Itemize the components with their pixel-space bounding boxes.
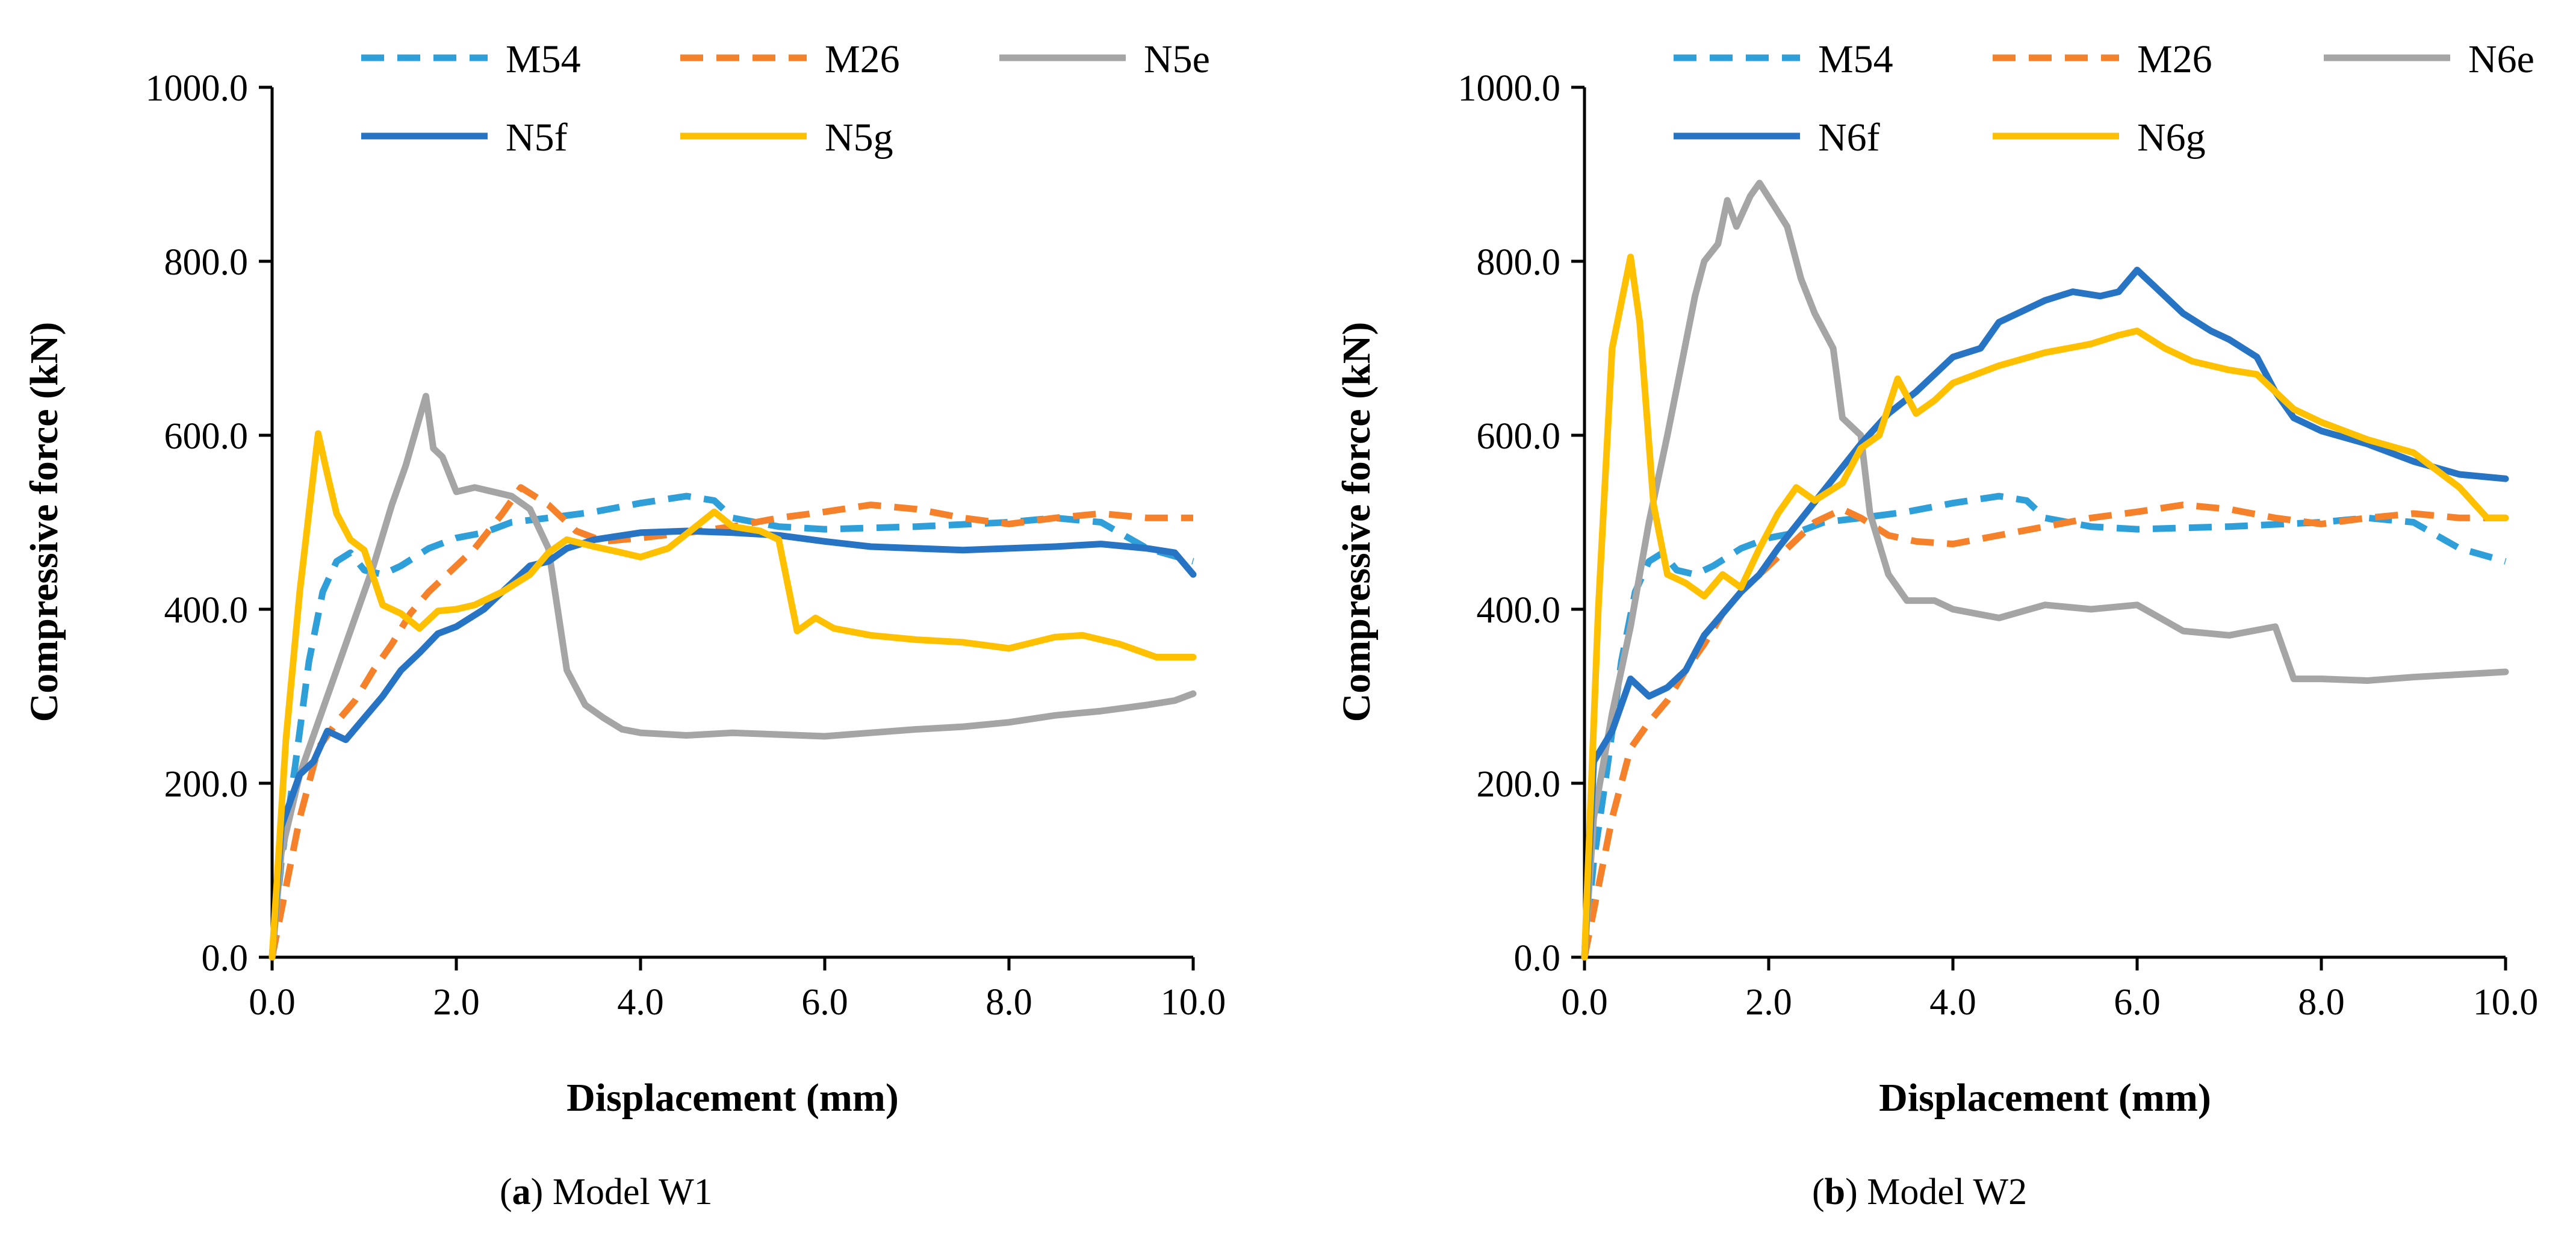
series-line-m26 xyxy=(268,484,1193,958)
series-line-n6g xyxy=(1581,253,2509,961)
x-axis-title: Displacement (mm) xyxy=(566,1076,899,1120)
y-tick-label: 200.0 xyxy=(164,764,249,805)
y-tick-label: 800.0 xyxy=(1477,242,1561,283)
x-tick-label: 6.0 xyxy=(801,982,848,1023)
series-line-n6e xyxy=(1581,179,2509,961)
caption-close-paren: ) xyxy=(531,1172,553,1212)
x-tick-label: 0.0 xyxy=(249,982,296,1023)
y-tick-label: 0.0 xyxy=(202,938,249,979)
legend-label-n5f: N5f xyxy=(506,116,568,160)
y-tick-label: 600.0 xyxy=(164,416,249,457)
panel-caption: (a) Model W1 xyxy=(500,1172,713,1212)
caption-letter: b xyxy=(1825,1172,1845,1212)
x-tick-label: 10.0 xyxy=(2473,982,2539,1023)
caption-open-paren: ( xyxy=(500,1172,512,1212)
series-line-n5g xyxy=(268,430,1197,961)
chart-panel-model-w2: 0.0 200.0 400.0 600.0 800.0 1000.0 0.0 2.0 4.0 6.… xyxy=(1335,37,2538,1212)
legend-label-m54: M54 xyxy=(1818,37,1893,81)
caption-text: Model W2 xyxy=(1867,1172,2027,1212)
x-tick-label: 6.0 xyxy=(2114,982,2161,1023)
series-line-n5f xyxy=(268,527,1197,961)
y-tick-label: 400.0 xyxy=(164,590,249,631)
x-tick-label: 8.0 xyxy=(985,982,1032,1023)
x-tick-label: 4.0 xyxy=(617,982,664,1023)
caption-text: Model W1 xyxy=(553,1172,713,1212)
x-tick-label: 10.0 xyxy=(1161,982,1226,1023)
x-axis-title: Displacement (mm) xyxy=(1879,1076,2211,1120)
legend-label-m54: M54 xyxy=(506,37,581,81)
y-axis-title: Compressive force (kN) xyxy=(22,322,66,722)
series-line-m54 xyxy=(1581,492,2507,958)
panel-caption: (b) Model W2 xyxy=(1812,1172,2027,1212)
legend-label-n6e: N6e xyxy=(2468,37,2534,81)
y-tick-label: 0.0 xyxy=(1514,938,1561,979)
x-tick-label: 4.0 xyxy=(1929,982,1976,1023)
caption-open-paren: ( xyxy=(1812,1172,1825,1212)
x-tick-label: 2.0 xyxy=(1745,982,1792,1023)
series-line-m54 xyxy=(268,492,1194,958)
y-tick-label: 1000.0 xyxy=(1458,68,1561,109)
legend-label-n5e: N5e xyxy=(1144,37,1210,81)
x-tick-label: 0.0 xyxy=(1561,982,1608,1023)
y-tick-label: 400.0 xyxy=(1477,590,1561,631)
y-tick-label: 800.0 xyxy=(164,242,249,283)
legend-label-n6f: N6f xyxy=(1818,116,1880,160)
y-axis-title: Compressive force (kN) xyxy=(1335,322,1379,722)
x-tick-label: 2.0 xyxy=(433,982,480,1023)
series-line-m26 xyxy=(1581,501,2506,958)
chart-panel-model-w1: 0.0 200.0 400.0 600.0 800.0 1000.0 0.0 2.0 4.0 6.… xyxy=(22,37,1226,1212)
caption-close-paren: ) xyxy=(1845,1172,1867,1212)
caption-letter: a xyxy=(512,1172,531,1212)
legend-label-n6g: N6g xyxy=(2137,116,2206,160)
legend-label-m26: M26 xyxy=(2137,37,2212,81)
series-line-n6f xyxy=(1581,267,2509,961)
y-tick-label: 200.0 xyxy=(1477,764,1561,805)
y-tick-label: 1000.0 xyxy=(146,68,249,109)
legend-label-n5g: N5g xyxy=(825,116,893,160)
x-tick-label: 8.0 xyxy=(2298,982,2345,1023)
series-line-n5e xyxy=(268,393,1197,961)
y-tick-label: 600.0 xyxy=(1477,416,1561,457)
legend-label-m26: M26 xyxy=(825,37,900,81)
